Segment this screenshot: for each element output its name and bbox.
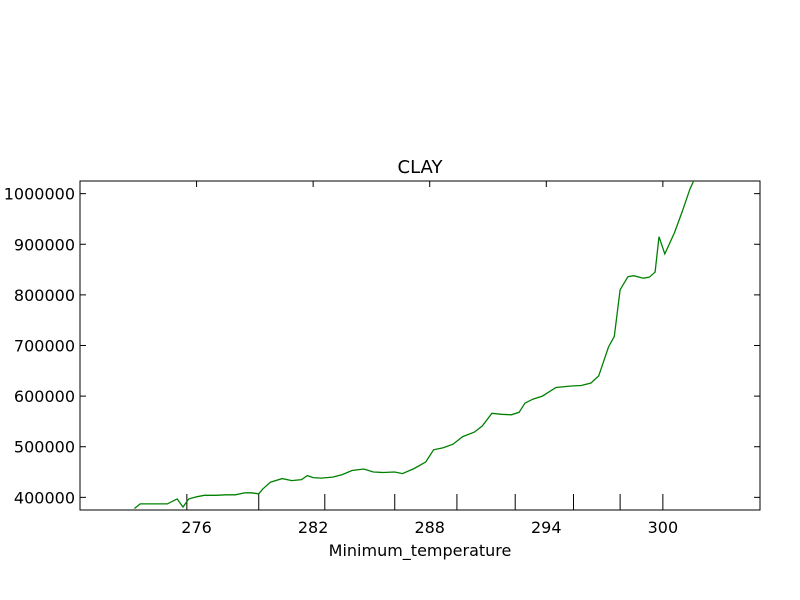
- x-tick-label: 282: [298, 518, 329, 537]
- y-tick-label: 500000: [14, 438, 75, 457]
- y-tick-label: 600000: [14, 387, 75, 406]
- x-axis-label: Minimum_temperature: [329, 541, 512, 561]
- y-tick-label: 800000: [14, 286, 75, 305]
- plot-area: [79, 180, 761, 511]
- x-axis: 276 282 288 294 300: [181, 181, 678, 537]
- x-tick-label: 294: [531, 518, 562, 537]
- y-tick-label: 700000: [14, 337, 75, 356]
- x-tick-label: 288: [414, 518, 445, 537]
- x-tick-label: 300: [648, 518, 679, 537]
- series-line: [133, 181, 695, 510]
- y-tick-label: 400000: [14, 488, 75, 507]
- y-tick-label: 1000000: [4, 185, 75, 204]
- y-tick-label: 900000: [14, 235, 75, 254]
- series-group: [133, 181, 695, 510]
- x-tick-label: 276: [181, 518, 212, 537]
- chart-title: CLAY: [398, 157, 444, 178]
- y-axis: 400000 500000 600000 700000 800000 900000 1000…: [4, 185, 760, 507]
- rug-marks: [186, 494, 664, 510]
